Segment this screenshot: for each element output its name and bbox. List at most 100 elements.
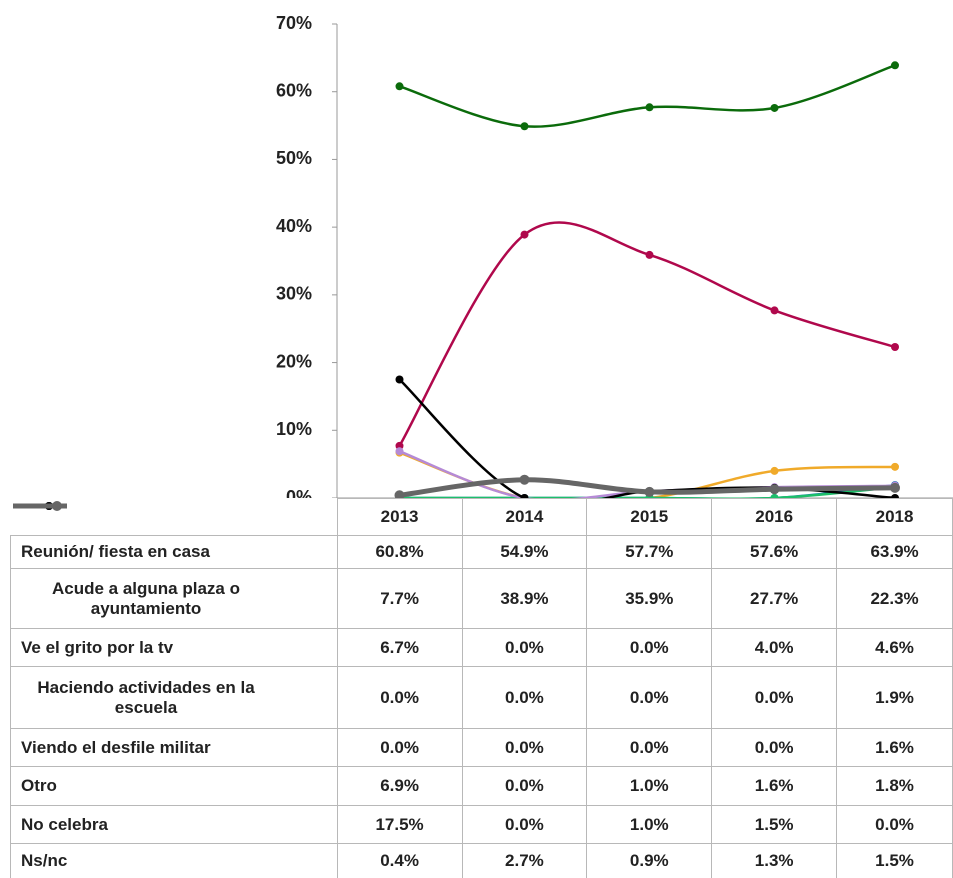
data-label: 0.0% <box>461 766 588 806</box>
data-label: 1.5% <box>711 805 838 844</box>
point <box>891 462 899 471</box>
legend-symbol <box>12 500 67 511</box>
data-row: Ve el grito por la tv 6.7% 0.0% 0.0% 4.0% 4.6… <box>10 501 953 667</box>
legend-entry: Haciendo actividades en la escuela <box>11 501 337 718</box>
legend-cell: Haciendo actividades en la escuela <box>10 501 338 729</box>
legend-label: Otro <box>21 776 57 795</box>
series-line <box>399 485 896 498</box>
point <box>770 306 779 315</box>
data-label: 0.0% <box>461 805 588 844</box>
series-line <box>399 64 896 128</box>
data-label: 17.5% <box>336 805 463 844</box>
legend-entry: Ns/nc <box>11 500 337 871</box>
data-label: 2.7% <box>461 843 588 878</box>
legend-entry: Acude a alguna plaza o ayuntamiento <box>11 501 337 619</box>
data-table: 2013 2014 2015 2016 2018 Reunión/ fiesta en c… <box>10 498 953 878</box>
legend-cell: Ns/nc <box>10 500 338 878</box>
legend-label: Reunión/ fiesta en casa <box>21 542 210 561</box>
y-tick-label: 30% <box>276 284 312 304</box>
y-tick-label: 0% <box>286 487 312 498</box>
legend-label: Ve el grito por la tv <box>21 637 174 657</box>
x-tick-label: 2014 <box>461 498 588 536</box>
plot: 0% 10% 20% 30% 40% 50% 60% 70% <box>276 13 953 498</box>
data-label: 0.0% <box>336 728 463 767</box>
y-tick-label: 20% <box>276 351 312 371</box>
data-label: 0.0% <box>586 666 713 729</box>
data-label: 54.9% <box>461 535 588 569</box>
data-label: 0.9% <box>586 843 713 878</box>
data-label: 4.0% <box>711 628 838 667</box>
data-label: 1.6% <box>711 766 838 806</box>
point <box>395 82 404 91</box>
data-label: 57.7% <box>586 535 713 569</box>
data-label: 1.6% <box>836 728 953 767</box>
point <box>890 482 900 493</box>
series-line <box>398 221 896 447</box>
header-row: 2013 2014 2015 2016 2018 <box>10 498 953 536</box>
point <box>520 494 529 498</box>
data-row: Viendo el desfile militar 0.0% 0.0% 0.0% 0.0… <box>10 501 953 767</box>
data-label: 6.9% <box>336 766 463 806</box>
legend-entry: Ve el grito por la tv <box>11 501 337 658</box>
x-tick-label: 2016 <box>711 498 838 536</box>
data-row: Ns/nc 0.4% 2.7% 0.9% 1.3% 1.5% <box>10 500 953 878</box>
data-label: 4.6% <box>836 628 953 667</box>
x-tick-label: 2013 <box>336 498 463 536</box>
data-label: 1.3% <box>711 843 838 878</box>
data-label: 0.0% <box>711 666 838 729</box>
legend-entry: No celebra <box>11 501 337 835</box>
legend-cell: Otro <box>10 501 338 806</box>
legend-cell: Reunión/ fiesta en casa <box>10 501 338 569</box>
data-label: 0.0% <box>586 628 713 667</box>
legend-entry: Reunión/ fiesta en casa <box>11 501 337 562</box>
point <box>770 103 779 112</box>
point <box>520 230 529 239</box>
y-tick-label: 50% <box>276 148 312 168</box>
point <box>395 447 404 456</box>
data-row: Reunión/ fiesta en casa 60.8% 54.9% 57.7% 57… <box>10 501 953 569</box>
legend-entry: Otro <box>11 501 337 796</box>
legend-label: Acude a alguna plaza o ayuntamiento <box>52 578 240 618</box>
data-label: 60.8% <box>336 535 463 569</box>
legend-cell: Ve el grito por la tv <box>10 501 338 667</box>
point <box>891 494 899 498</box>
data-label: 1.0% <box>586 766 713 806</box>
point <box>394 490 405 498</box>
point <box>519 474 530 485</box>
data-row: Haciendo actividades en la escuela 0.0% 0.… <box>10 501 953 729</box>
y-tick-label: 10% <box>276 419 312 439</box>
point <box>644 486 655 497</box>
data-label: 27.7% <box>711 568 838 629</box>
data-label: 35.9% <box>586 568 713 629</box>
x-tick-label: 2018 <box>836 498 953 536</box>
point <box>645 103 654 112</box>
data-label: 1.0% <box>586 805 713 844</box>
data-label: 63.9% <box>836 535 953 569</box>
point <box>769 484 780 495</box>
data-label: 6.7% <box>336 628 463 667</box>
point <box>395 375 404 384</box>
data-label: 0.0% <box>836 805 953 844</box>
data-row: Otro 6.9% 0.0% 1.0% 1.6% 1.8% <box>10 501 953 806</box>
data-label: 0.0% <box>461 628 588 667</box>
legend-cell: No celebra <box>10 501 338 844</box>
point <box>520 122 529 131</box>
data-label: 7.7% <box>336 568 463 629</box>
data-label: 0.4% <box>336 843 463 878</box>
legend-dot <box>51 500 62 511</box>
data-label: 38.9% <box>461 568 588 629</box>
y-tick-label: 70% <box>276 13 312 33</box>
legend-label: Viendo el desfile militar <box>21 737 211 757</box>
legend-label: Ns/nc <box>21 851 68 870</box>
point <box>891 342 899 351</box>
data-label: 1.9% <box>836 666 953 729</box>
legend-cell: Acude a alguna plaza o ayuntamiento <box>10 501 338 629</box>
y-tick-label: 60% <box>276 80 312 100</box>
y-tick-label: 40% <box>276 216 312 236</box>
series-line <box>398 378 896 498</box>
data-label: 0.0% <box>461 728 588 767</box>
point <box>891 61 899 70</box>
data-label: 22.3% <box>836 568 953 629</box>
point <box>770 494 779 498</box>
